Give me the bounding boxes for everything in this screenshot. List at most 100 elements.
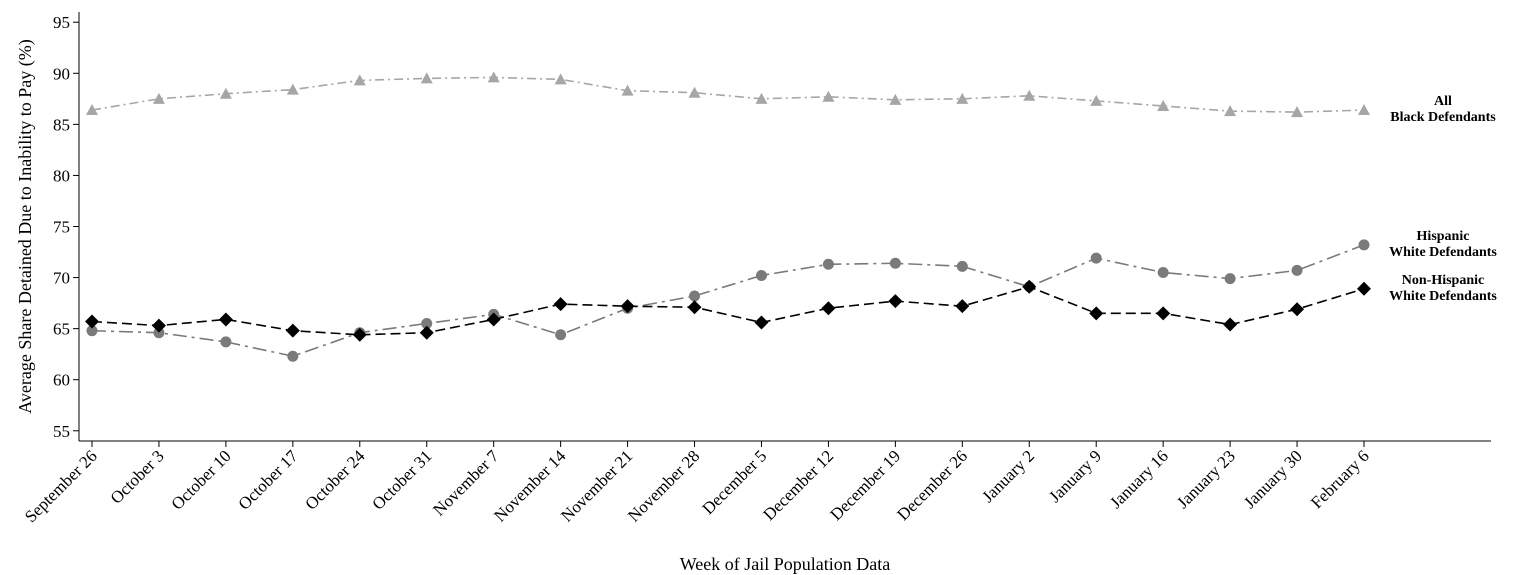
data-point: [1090, 252, 1102, 264]
data-point: [353, 74, 366, 86]
data-point: [822, 90, 835, 102]
data-point: [1357, 281, 1371, 296]
x-axis-title: Week of Jail Population Data: [680, 554, 891, 574]
data-point: [1156, 306, 1171, 321]
data-point: [956, 92, 969, 104]
data-point: [1157, 266, 1169, 278]
x-tick-label: October 3: [107, 446, 168, 507]
x-tick-label: January 30: [1240, 446, 1306, 512]
series-line-hispanic-white-defendants: [91, 244, 1365, 358]
x-tick-label: January 9: [1045, 446, 1105, 506]
data-point: [1090, 94, 1103, 106]
data-point: [1023, 89, 1036, 101]
series-layer: [85, 71, 1371, 362]
y-tick-label: 95: [53, 13, 70, 32]
x-tick-label: December 19: [826, 446, 904, 524]
x-tick-label: January 2: [978, 446, 1038, 506]
data-point: [86, 325, 98, 337]
data-point: [822, 258, 834, 270]
data-point: [755, 92, 768, 104]
data-point: [486, 312, 501, 327]
data-point: [754, 315, 769, 330]
data-point: [219, 87, 232, 99]
data-point: [1291, 264, 1303, 276]
data-point: [889, 93, 902, 105]
series-label-non-hispanic-white-defendants: Non-Hispanic: [1402, 273, 1484, 288]
data-point: [1089, 306, 1104, 321]
y-tick-label: 85: [53, 115, 70, 134]
data-point: [1290, 302, 1305, 317]
data-point: [554, 73, 567, 85]
data-point: [220, 336, 232, 348]
x-tick-label: February 6: [1307, 446, 1373, 512]
y-tick-label: 90: [53, 64, 70, 83]
data-point: [152, 92, 165, 104]
y-axis-title: Average Share Detained Due to Inability …: [15, 39, 36, 414]
data-point: [689, 290, 701, 302]
series-label-all-black-defendants: Black Defendants: [1390, 110, 1496, 125]
series-label-hispanic-white-defendants: White Defendants: [1389, 245, 1497, 260]
data-point: [755, 270, 767, 282]
x-tick-label: November 7: [429, 446, 503, 520]
data-point: [153, 327, 165, 339]
x-tick-label: November 28: [624, 446, 703, 525]
data-point: [1022, 279, 1037, 294]
y-tick-label: 60: [53, 371, 70, 390]
series-label-hispanic-white-defendants: Hispanic: [1417, 229, 1470, 244]
data-point: [487, 71, 500, 83]
y-tick-label: 75: [53, 218, 70, 237]
data-point: [1291, 106, 1304, 118]
data-point: [218, 312, 233, 327]
data-point: [955, 299, 970, 314]
data-point: [352, 327, 367, 342]
data-point: [420, 72, 433, 84]
series-label-non-hispanic-white-defendants: White Defendants: [1389, 289, 1497, 304]
x-axis: September 26 October 3 October 10 October 1…: [21, 440, 1491, 526]
x-tick-label: September 26: [21, 446, 101, 526]
y-tick-label: 70: [53, 269, 70, 288]
data-point: [555, 329, 567, 341]
series-line-non-hispanic-white-defendants: [91, 285, 1365, 336]
data-point: [287, 350, 299, 362]
x-tick-label: December 5: [698, 446, 770, 518]
data-point: [286, 83, 299, 95]
data-point: [621, 84, 634, 96]
data-point: [1223, 317, 1238, 332]
data-point: [1157, 99, 1170, 111]
x-tick-label: December 26: [893, 446, 971, 524]
data-point: [687, 300, 702, 315]
x-tick-label: October 17: [234, 446, 302, 514]
data-point: [285, 323, 300, 338]
y-axis: 55 60 65 70 75 80 85 90 95: [53, 12, 80, 441]
data-point: [1224, 273, 1236, 285]
series-label-all-black-defendants: All: [1434, 94, 1452, 109]
x-tick-label: October 10: [168, 446, 235, 513]
data-point: [151, 318, 166, 333]
data-point: [888, 294, 903, 309]
data-point: [1358, 104, 1370, 116]
x-tick-label: December 12: [759, 446, 837, 524]
series-line-all-black-defendants: [91, 76, 1365, 113]
data-point: [889, 257, 901, 269]
data-point: [86, 104, 98, 116]
data-point: [419, 325, 434, 340]
data-point: [1224, 105, 1237, 117]
data-point: [688, 86, 701, 98]
data-point: [620, 299, 635, 314]
data-point: [1358, 239, 1370, 251]
y-tick-label: 55: [53, 422, 70, 441]
series-hispanic-white-defendants: [86, 239, 1370, 362]
series-non-hispanic-white-defendants: [85, 279, 1371, 342]
y-tick-label: 80: [53, 166, 70, 185]
x-tick-label: October 24: [301, 446, 369, 514]
data-point: [85, 314, 99, 329]
x-tick-label: January 23: [1173, 446, 1239, 512]
series-all-black-defendants: [86, 71, 1370, 118]
data-point: [421, 318, 433, 330]
x-tick-label: October 31: [368, 446, 435, 513]
data-point: [821, 301, 836, 316]
data-point: [553, 297, 568, 312]
y-tick-label: 65: [53, 320, 70, 339]
